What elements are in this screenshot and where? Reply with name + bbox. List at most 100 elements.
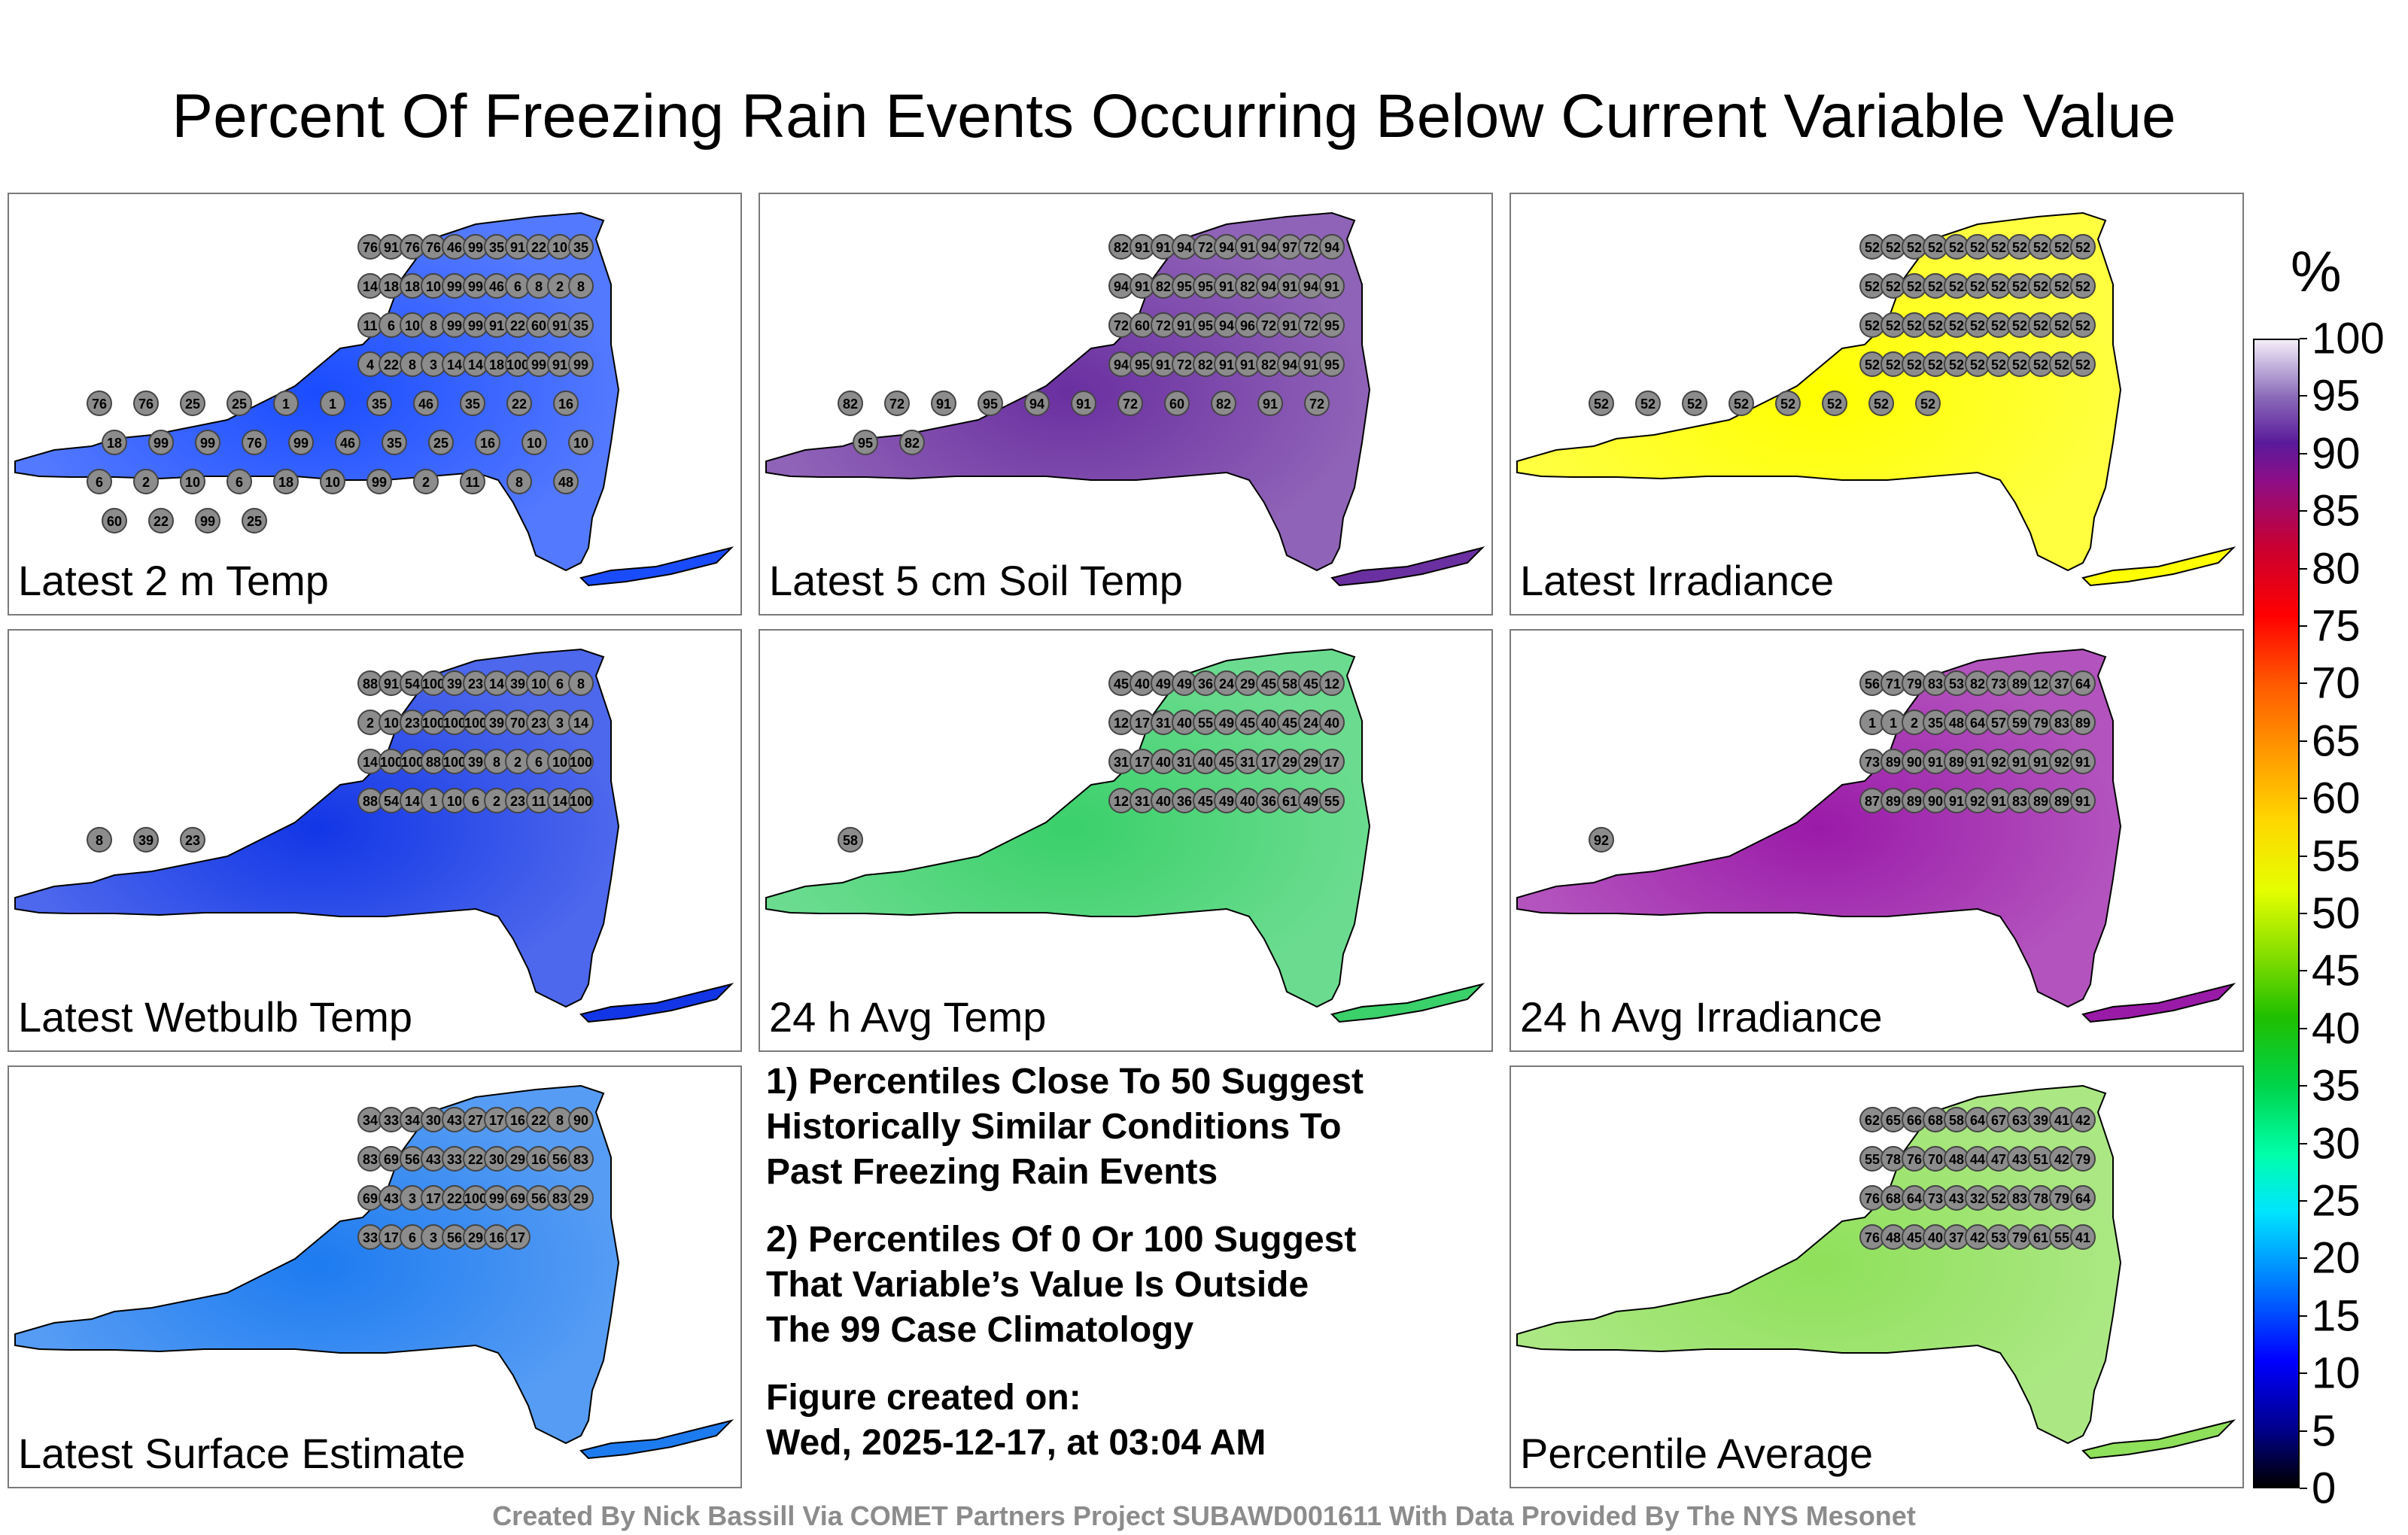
station-value: 76 [426,240,441,255]
station-dot [87,469,112,494]
station-dot [180,827,205,853]
station-marker: 54 [400,670,425,696]
station-marker: 53 [1986,1224,2011,1250]
station-dot [1319,234,1345,260]
station-marker: 76 [357,234,383,260]
station-marker: 100 [505,351,531,377]
state-outline [765,211,1371,572]
station-value: 100 [443,755,466,770]
station-value: 46 [340,436,355,451]
station-dot [273,469,299,494]
station-marker: 39 [2028,1107,2054,1132]
station-value: 48 [1949,716,1964,731]
station-marker: 55 [1859,1146,1885,1172]
station-value: 60 [531,318,546,333]
station-value: 1 [282,397,290,412]
station-value: 17 [426,1191,441,1206]
station-value: 64 [1907,1191,1922,1206]
station-dot [568,234,594,260]
station-marker: 60 [1130,312,1155,338]
station-marker: 10 [320,469,345,494]
station-marker: 82 [1965,670,1990,696]
station-dot [242,508,267,533]
station-marker: 49 [1172,670,1197,696]
station-marker: 45 [1277,710,1303,735]
station-value: 82 [843,397,858,412]
station-marker: 89 [1880,749,1906,774]
station-marker: 22 [148,508,174,533]
station-value: 22 [447,1191,462,1206]
station-dot [227,469,252,494]
station-marker: 45 [1902,1224,1927,1250]
station-value: 94 [1324,240,1339,255]
station-marker: 94 [1256,273,1282,299]
station-marker: 33 [357,1224,383,1250]
station-dot [413,391,439,416]
station-value: 10 [552,755,567,770]
colorbar-tick-label: 70 [2312,658,2361,708]
station-marker: 76 [133,391,159,416]
station-dot [506,391,532,416]
station-marker: 52 [1859,273,1885,299]
station-value: 56 [1865,676,1880,692]
station-value: 35 [465,397,480,412]
station-value: 49 [1177,676,1192,692]
state-outline [1516,648,2122,1008]
station-dot [102,430,127,455]
station-marker: 52 [1986,234,2011,260]
colorbar-tick-label: 25 [2312,1176,2361,1226]
station-marker: 72 [1193,234,1218,260]
station-value: 52 [1970,240,1985,255]
station-marker: 31 [1235,749,1260,774]
station-marker: 99 [526,351,552,377]
station-marker: 90 [1923,788,1948,813]
station-marker: 58 [1944,1107,1969,1132]
station-marker: 46 [442,234,467,260]
station-value: 99 [531,357,546,372]
station-value: 29 [1282,755,1297,770]
station-value: 91 [1156,240,1171,255]
station-value: 23 [185,833,200,848]
station-marker: 52 [1868,391,1894,416]
station-marker: 52 [2070,351,2096,377]
station-marker: 45 [1256,670,1282,696]
station-value: 11 [531,794,546,809]
station-marker: 89 [1880,788,1906,813]
station-value: 2 [1911,716,1918,731]
station-value: 22 [468,1152,483,1167]
station-value: 14 [573,716,588,731]
station-value: 52 [2054,279,2069,294]
station-dot [568,1185,594,1211]
station-value: 47 [1991,1152,2006,1167]
station-marker: 40 [1235,788,1260,813]
station-marker: 91 [1214,351,1239,377]
station-marker: 43 [379,1185,404,1211]
station-value: 36 [1177,794,1192,809]
station-marker: 82 [1235,273,1260,299]
station-value: 99 [468,279,483,294]
station-marker: 100 [400,749,425,774]
station-marker: 35 [1923,710,1948,735]
station-marker: 47 [1986,1146,2011,1172]
station-value: 91 [1991,794,2006,809]
station-marker: 69 [505,1185,531,1211]
station-value: 24 [1303,716,1318,731]
station-marker: 29 [568,1185,594,1211]
station-value: 32 [1970,1191,1985,1206]
station-dot [1319,312,1345,338]
station-marker: 11 [460,469,485,494]
colorbar-tick-mark [2300,913,2307,914]
station-dot [335,430,360,455]
station-dot [2070,1224,2096,1250]
station-marker: 17 [1319,749,1345,774]
long-island-outline [579,546,734,587]
station-marker: 100 [463,1185,488,1211]
station-marker: 100 [568,749,594,774]
station-marker: 43 [2007,1146,2033,1172]
colorbar-tick-mark [2300,510,2307,512]
station-value: 91 [1240,357,1255,372]
station-marker: 99 [195,430,220,455]
station-marker: 40 [1151,788,1176,813]
station-value: 1 [329,397,336,412]
station-value: 100 [422,676,445,692]
